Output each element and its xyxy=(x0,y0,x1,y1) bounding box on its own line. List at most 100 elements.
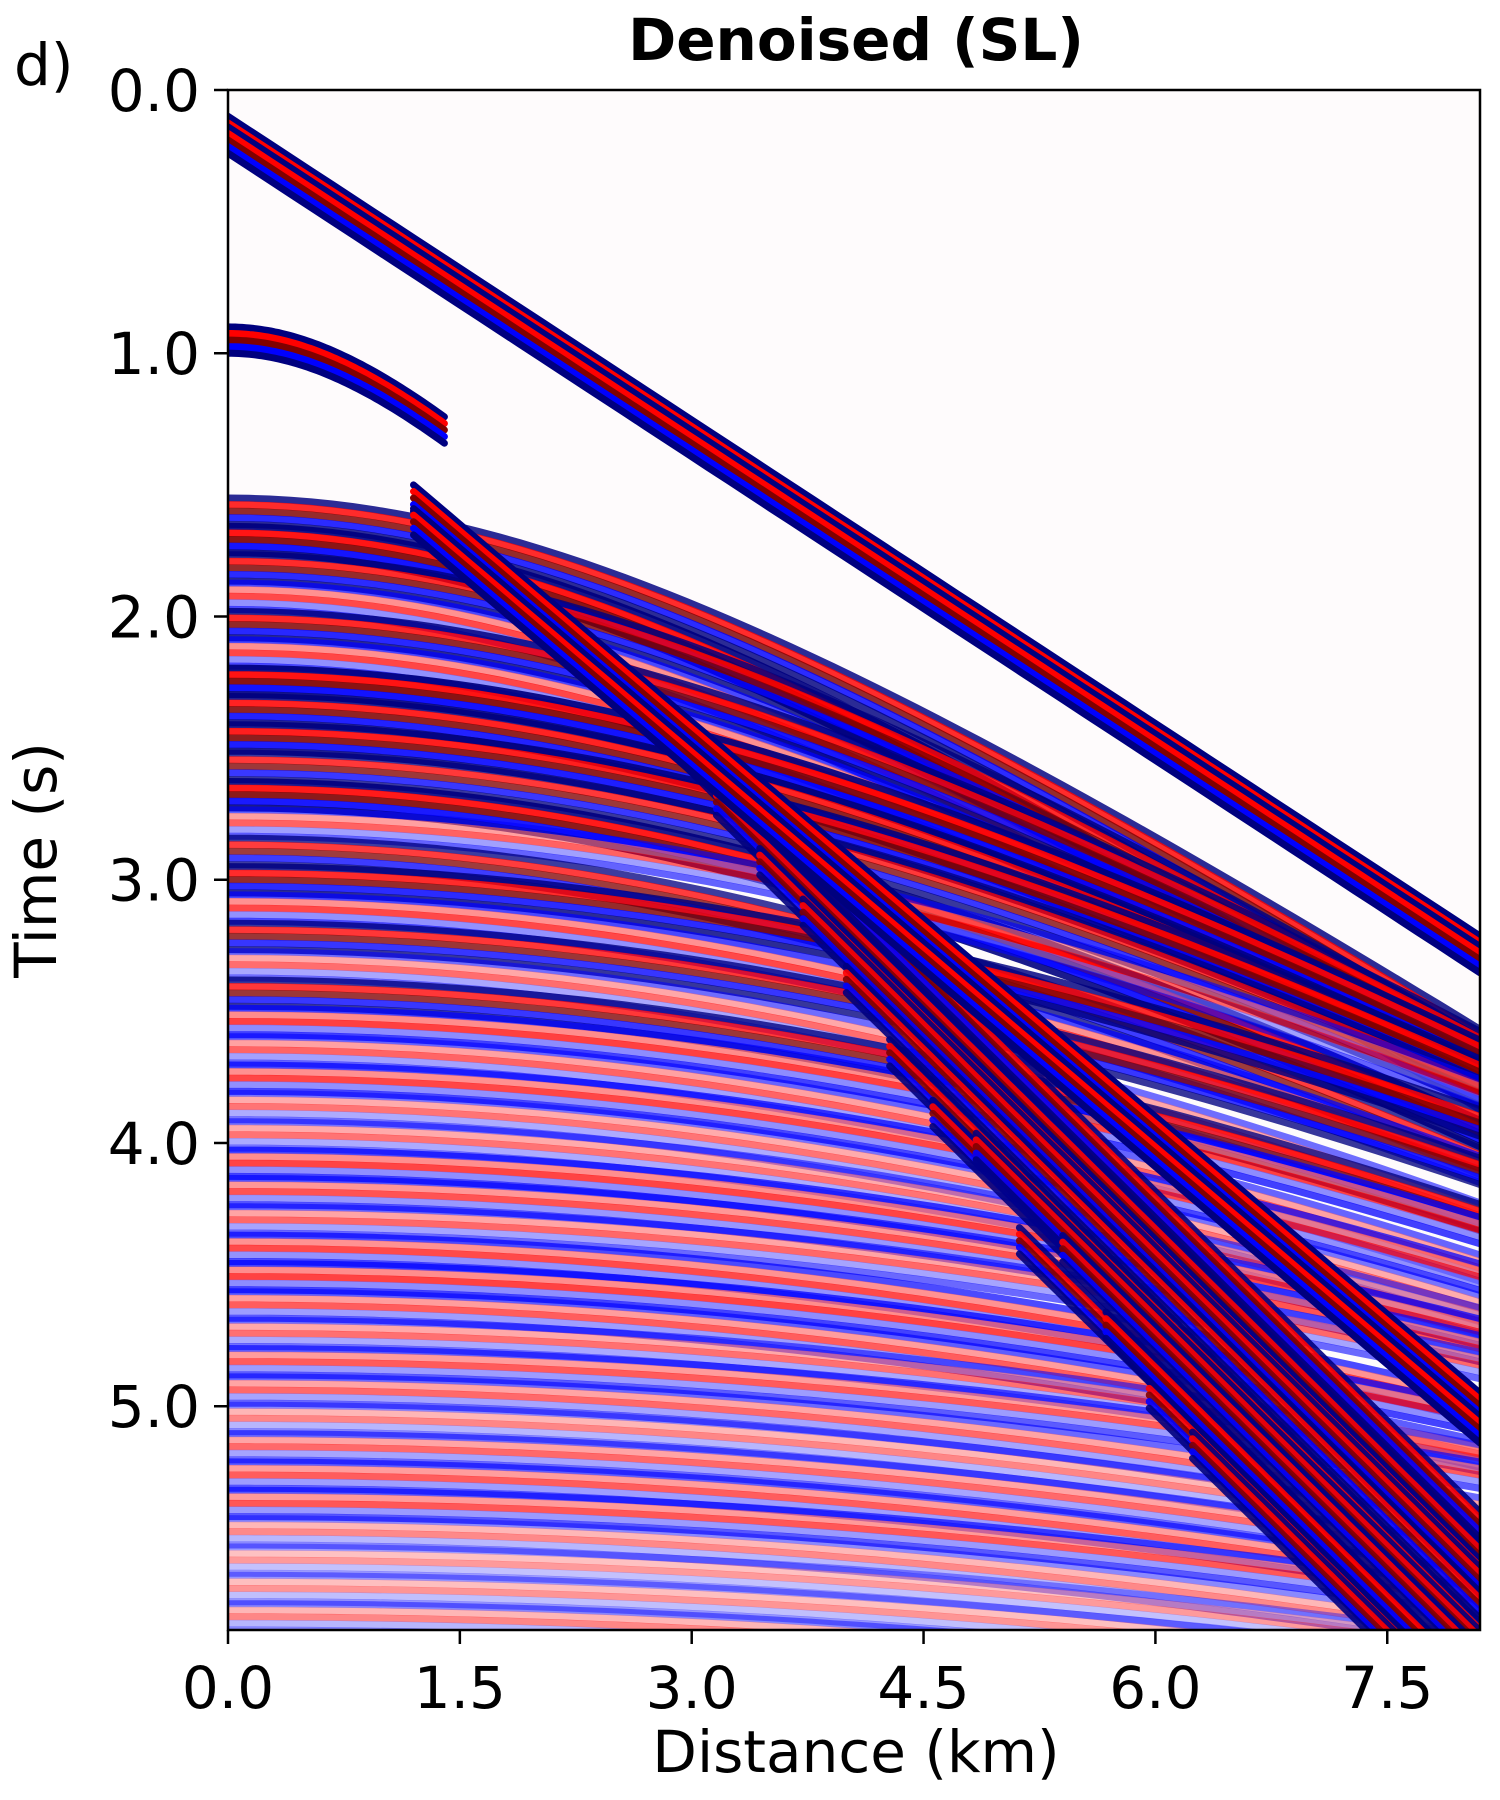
direct-arrival-event xyxy=(228,149,1480,977)
panel-label: d) xyxy=(14,31,73,99)
reflection-event xyxy=(228,727,1480,1070)
reflection-event xyxy=(228,1578,1205,1630)
dipping-event xyxy=(842,975,1480,1609)
direct-arrival-event xyxy=(228,129,1480,957)
dipping-event xyxy=(886,1036,1480,1627)
dipping-event xyxy=(1189,1454,1372,1630)
reflection-event xyxy=(228,1528,1474,1630)
dipping-event xyxy=(972,1129,1480,1630)
direct-arrival-event xyxy=(228,123,1480,950)
reflection-event xyxy=(228,1591,1069,1630)
x-tick-label: 7.5 xyxy=(1341,1654,1433,1722)
dipping-event xyxy=(1059,1232,1468,1630)
dipping-event xyxy=(1059,1258,1441,1630)
refraction-event xyxy=(410,494,1480,1410)
plot-frame xyxy=(226,88,1482,1632)
reflection-event xyxy=(228,1499,1480,1605)
y-tick-label: 5.0 xyxy=(108,1373,200,1441)
refraction-event xyxy=(410,488,1480,1404)
y-tick-label: 1.0 xyxy=(108,320,200,388)
wavefield xyxy=(228,112,1480,1630)
y-tick-label: 3.0 xyxy=(108,847,200,915)
reflection-event xyxy=(228,1465,1480,1584)
y-tick-label: 0.0 xyxy=(108,57,200,125)
x-tick-label: 1.5 xyxy=(414,1654,506,1722)
refraction-event xyxy=(410,505,1480,1421)
refraction-event xyxy=(410,518,1480,1434)
dipping-event xyxy=(712,791,1480,1554)
dipping-event xyxy=(1189,1428,1398,1630)
dipping-event xyxy=(1145,1378,1406,1630)
reflection-event xyxy=(228,1153,1480,1330)
reflection-event xyxy=(228,1534,1431,1630)
reflection-event xyxy=(228,1521,1480,1630)
dipping-event xyxy=(1189,1435,1392,1630)
x-tick-label: 4.5 xyxy=(877,1654,969,1722)
dipping-event xyxy=(1059,1238,1461,1630)
x-axis: 0.0 1.5 3.0 4.5 6.0 7.5 xyxy=(182,1630,1433,1722)
shallow-reflection-event xyxy=(228,349,448,447)
reflection-event xyxy=(228,1024,1480,1241)
y-axis: 0.0 1.0 2.0 3.0 4.0 5.0 xyxy=(108,57,228,1441)
dipping-event xyxy=(1189,1448,1378,1630)
reflection-event xyxy=(228,607,1480,1035)
reflection-event xyxy=(228,1541,1388,1630)
dipping-event xyxy=(1189,1441,1385,1630)
reflection-event xyxy=(228,1159,1480,1336)
reflection-event xyxy=(228,939,1480,1182)
dipping-event xyxy=(972,1136,1478,1630)
reflection-event xyxy=(228,1018,1480,1235)
dipping-event xyxy=(712,785,1480,1547)
dipping-event xyxy=(842,969,1480,1603)
refraction-event xyxy=(410,524,1480,1440)
shallow-reflection-event xyxy=(228,323,448,421)
reflection-event xyxy=(228,1556,1367,1630)
direct-arrival-event xyxy=(228,136,1480,964)
x-axis-label: Distance (km) xyxy=(652,1718,1059,1786)
reflection-event xyxy=(228,1569,1257,1630)
reflection-event xyxy=(228,671,1480,1051)
dipping-event xyxy=(1102,1328,1413,1630)
dipping-event xyxy=(799,908,1480,1585)
reflection-event xyxy=(228,1619,657,1630)
reflection-event xyxy=(228,1174,1480,1340)
y-axis-label: Time (s) xyxy=(2,742,70,979)
reflection-event xyxy=(228,1011,1480,1228)
y-tick-label: 4.0 xyxy=(108,1110,200,1178)
chart-title: Denoised (SL) xyxy=(628,6,1084,74)
reflection-event xyxy=(228,1493,1480,1598)
shallow-reflection-event xyxy=(228,330,448,427)
reflection-event xyxy=(228,989,1480,1222)
reflection-event xyxy=(228,1600,969,1630)
reflection-event xyxy=(228,664,1480,1044)
dipping-event xyxy=(1102,1321,1420,1630)
reflection-event xyxy=(228,1486,1480,1592)
dipping-event xyxy=(1059,1251,1448,1630)
reflection-event xyxy=(228,1471,1480,1590)
shallow-reflection-event xyxy=(228,343,448,441)
x-tick-label: 6.0 xyxy=(1109,1654,1201,1722)
dipping-event xyxy=(842,982,1480,1616)
dipping-event xyxy=(1102,1308,1433,1630)
reflection-event xyxy=(228,948,1480,1207)
reflection-event xyxy=(228,1039,1480,1265)
reflection-event xyxy=(228,1543,1468,1630)
reflection-event xyxy=(228,756,1480,1089)
reflection-event xyxy=(228,1550,1418,1630)
reflection-event xyxy=(228,1146,1480,1323)
direct-arrival-event xyxy=(228,112,1480,940)
reflection-event xyxy=(228,1061,1480,1268)
refraction-event xyxy=(410,481,1480,1397)
reflection-event xyxy=(228,1598,993,1630)
reflection-event xyxy=(228,1513,1480,1618)
refraction-event xyxy=(410,531,1480,1447)
reflection-event xyxy=(228,1613,781,1630)
refraction-event xyxy=(410,511,1480,1427)
reflection-event xyxy=(228,1606,881,1630)
reflection-event xyxy=(228,1515,1480,1625)
x-tick-label: 0.0 xyxy=(182,1654,274,1722)
reflection-event xyxy=(228,734,1480,1076)
y-tick-label: 2.0 xyxy=(108,583,200,651)
plot-area xyxy=(228,90,1480,1630)
